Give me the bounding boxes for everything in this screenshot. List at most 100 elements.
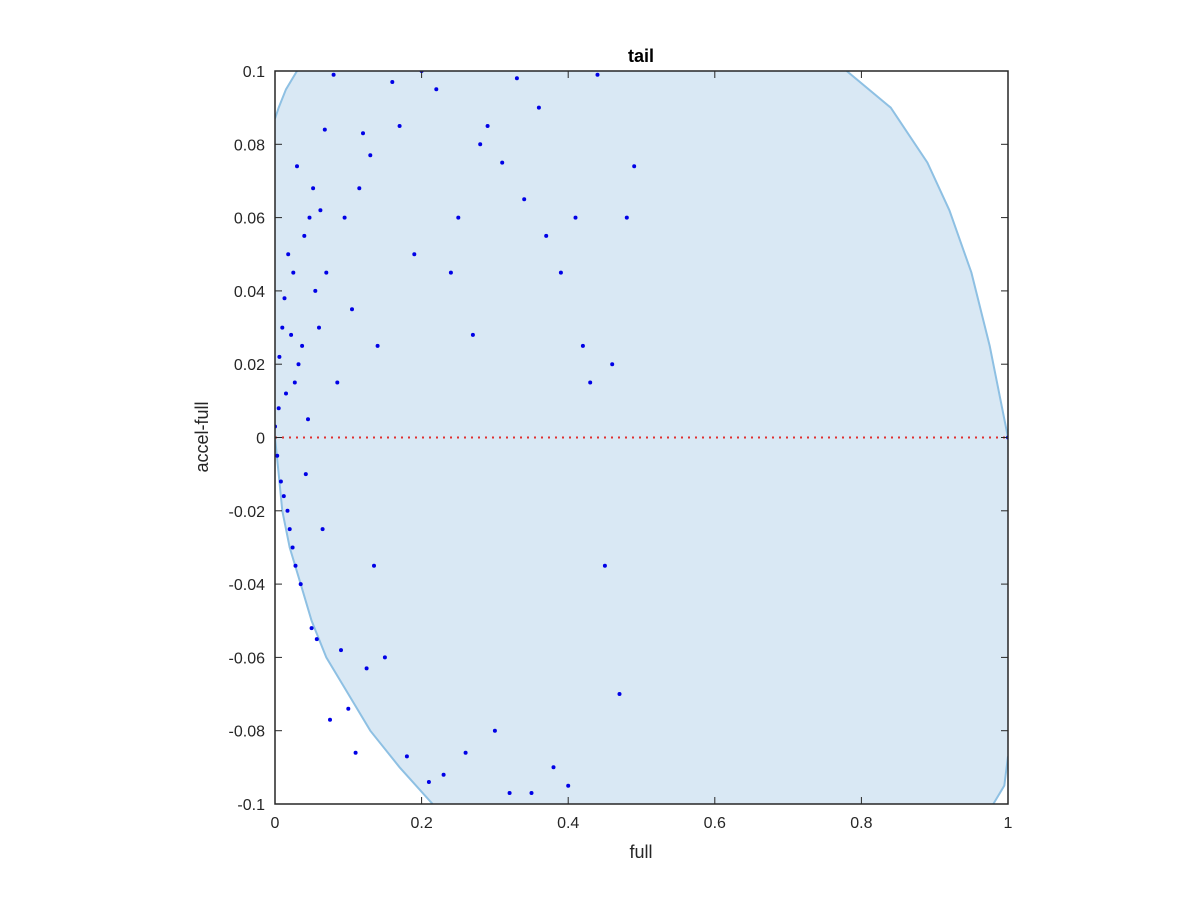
x-tick-label: 0.6 — [704, 815, 726, 832]
y-tick-label: 0.04 — [234, 284, 265, 301]
data-point — [317, 325, 321, 330]
region-edge-lower-right — [992, 756, 1008, 804]
data-point — [404, 754, 409, 759]
data-point — [448, 270, 453, 275]
data-point — [441, 772, 446, 777]
data-point — [372, 563, 376, 568]
data-point — [382, 655, 387, 660]
data-point — [353, 750, 358, 755]
data-point — [390, 80, 395, 84]
data-point — [500, 160, 505, 165]
data-point — [522, 197, 527, 202]
data-point — [313, 288, 318, 293]
data-point — [277, 354, 282, 359]
x-tick-label: 0.8 — [850, 815, 872, 832]
data-point — [298, 582, 303, 587]
data-point — [291, 270, 296, 275]
data-points — [275, 71, 1008, 795]
data-point — [307, 215, 312, 220]
region-edge-upper-right — [846, 71, 1008, 438]
data-point — [617, 692, 622, 696]
data-point — [278, 479, 283, 484]
data-point — [293, 563, 298, 568]
data-point — [286, 252, 291, 257]
y-axis-label: accel-full — [192, 401, 212, 472]
data-point — [551, 765, 556, 770]
y-tick-label: -0.04 — [229, 577, 266, 594]
data-point — [350, 307, 354, 312]
data-point — [588, 380, 593, 385]
data-point — [610, 362, 615, 367]
data-point — [306, 417, 310, 422]
chart-title: tail — [628, 46, 654, 66]
data-point — [529, 791, 534, 795]
data-point — [573, 215, 578, 220]
data-point — [558, 270, 563, 275]
region-fill — [275, 71, 1008, 804]
data-point — [602, 563, 607, 568]
data-point — [485, 124, 490, 128]
data-point — [357, 186, 362, 191]
data-point — [514, 76, 519, 81]
y-tick-label: -0.08 — [229, 724, 266, 741]
y-tick-label: -0.1 — [237, 797, 265, 814]
data-point — [470, 332, 475, 337]
data-point — [335, 380, 340, 385]
data-point — [292, 380, 297, 385]
data-point — [580, 343, 585, 348]
data-point — [314, 637, 319, 642]
data-point — [368, 153, 373, 158]
y-tick-label: 0.08 — [234, 137, 265, 154]
data-point — [544, 233, 549, 238]
data-point — [595, 72, 600, 77]
data-point — [320, 527, 325, 532]
data-point — [318, 208, 323, 213]
data-point — [463, 750, 468, 755]
data-point — [426, 780, 431, 784]
data-point — [397, 124, 402, 128]
data-point — [364, 666, 369, 671]
data-point — [281, 494, 286, 499]
data-point — [342, 215, 347, 220]
data-point — [456, 215, 461, 220]
data-point — [287, 527, 292, 532]
data-point — [282, 296, 287, 301]
data-point — [296, 362, 301, 367]
y-tick-label: -0.06 — [229, 650, 266, 667]
data-point — [324, 270, 329, 275]
data-point — [311, 186, 316, 191]
data-point — [632, 164, 637, 169]
data-point — [300, 343, 305, 348]
data-point — [309, 626, 314, 631]
y-tick-label: -0.02 — [229, 504, 266, 521]
data-point — [346, 706, 351, 711]
y-tick-label: 0.06 — [234, 211, 265, 228]
x-tick-label: 0.4 — [557, 815, 579, 832]
data-point — [303, 472, 308, 477]
y-tick-label: 0.1 — [243, 64, 265, 81]
x-tick-label: 0.2 — [410, 815, 432, 832]
region-edge-upper-left — [275, 71, 298, 119]
x-tick-label: 0 — [271, 815, 280, 832]
data-point — [275, 453, 280, 458]
shaded-region — [275, 71, 1008, 804]
data-point — [507, 791, 512, 795]
y-tick-label: 0 — [256, 431, 265, 448]
data-point — [302, 233, 307, 238]
data-point — [285, 508, 290, 513]
data-point — [331, 72, 336, 77]
data-point — [290, 545, 295, 550]
data-point — [624, 215, 629, 220]
data-point — [566, 783, 571, 788]
data-point — [295, 164, 299, 169]
data-point — [478, 142, 483, 147]
y-axis-ticks: -0.1 -0.08 -0.06 -0.04 -0.02 0 0.02 0.04 0.06 0.0… — [229, 64, 1008, 814]
x-axis-label: full — [629, 842, 652, 862]
data-point — [289, 332, 294, 337]
data-point — [434, 87, 439, 92]
data-point — [361, 131, 365, 136]
data-point — [284, 391, 288, 396]
x-axis-ticks: 0 0.2 0.4 0.6 0.8 1 — [271, 71, 1013, 832]
data-point — [375, 343, 380, 348]
